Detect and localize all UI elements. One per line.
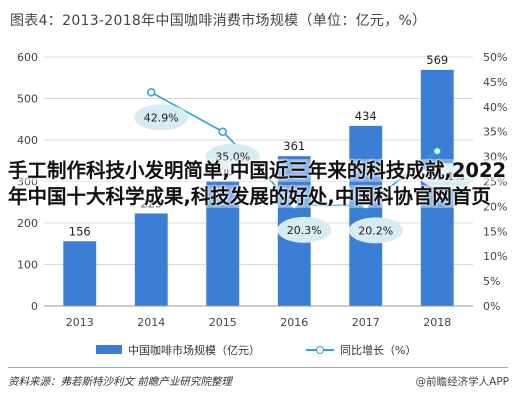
- growth-label-bubble: [205, 143, 260, 170]
- bar-value-label: 569: [426, 53, 448, 67]
- y-right-tick-label: 40%: [483, 101, 507, 114]
- growth-value-label: 20.2%: [358, 224, 393, 237]
- growth-label-bubble: [420, 163, 475, 190]
- axes: 0 100 200 300 400 500 600 0% 5% 10% 15% 20% 25% 30% 35…: [17, 51, 507, 329]
- growth-value-label: 35.0%: [215, 151, 250, 164]
- legend-bar-label: 中国咖啡市场规模（亿元）: [128, 344, 260, 357]
- chart-title: 图表4：2013-2018年中国咖啡消费市场规模（单位：亿元，%）: [10, 13, 427, 29]
- overlay-text: 手工制作科技小发明简单,中国近三年来的科技成就,2022年中国十大科学成果,科技…: [8, 159, 507, 208]
- y-left-tick-label: 600: [17, 51, 38, 64]
- line-point: [218, 127, 227, 136]
- bar: [63, 241, 97, 306]
- source-note: 资料来源：弗若斯特沙利文 前瞻产业研究院整理: [8, 376, 232, 388]
- y-right-tick-label: 0%: [483, 300, 500, 313]
- bar: [206, 181, 240, 306]
- brand-credit: @前瞻经济学人APP: [415, 376, 509, 388]
- growth-label-bubble: [348, 217, 403, 244]
- legend-line-label: 同比增长（%）: [340, 344, 417, 357]
- growth-value-label: 42.9%: [144, 111, 179, 124]
- bar-value-label: 434: [355, 109, 377, 123]
- growth-value-label: 31.1%: [430, 170, 465, 183]
- y-left-tick-label: 300: [17, 176, 38, 189]
- y-right-tick-label: 45%: [483, 76, 507, 89]
- y-right-tick-label: 20%: [483, 200, 507, 213]
- bar: [134, 213, 168, 306]
- bar-value-label: 223: [140, 196, 162, 210]
- bar: [349, 125, 383, 306]
- y-right-tick-label: 15%: [483, 225, 507, 238]
- growth-label-bubble: [134, 104, 189, 131]
- y-left-tick-label: 500: [17, 93, 38, 106]
- x-tick-label: 2013: [66, 316, 94, 329]
- y-right-tick-label: 30%: [483, 151, 507, 164]
- legend-line-marker: [316, 346, 324, 354]
- growth-value-label: 20.3%: [287, 224, 322, 237]
- line-point: [147, 88, 156, 97]
- y-left-tick-label: 0: [31, 300, 38, 313]
- x-tick-label: 2017: [352, 316, 380, 329]
- legend: 中国咖啡市场规模（亿元） 同比增长（%）: [0, 338, 517, 362]
- chart-svg: 156 223 300 361 434 569 42.9% 35.0% 20.3% 20.2% 31…: [17, 51, 507, 329]
- line-point: [290, 200, 299, 210]
- y-right-tick-label: 25%: [483, 176, 507, 189]
- line-point: [361, 201, 370, 210]
- y-right-tick-label: 35%: [483, 126, 507, 139]
- y-left-tick-label: 400: [17, 134, 38, 147]
- growth-label-bubble: [277, 216, 332, 243]
- y-right-tick-label: 5%: [483, 275, 500, 288]
- overlay-caption: 手工制作科技小发明简单,中国近三年来的科技成就,2022年中国十大科学成果,科技…: [8, 158, 513, 210]
- bar-value-label: 156: [69, 224, 91, 238]
- x-tick-label: 2015: [209, 316, 237, 329]
- legend-bar-swatch: [96, 345, 122, 354]
- y-right-tick-label: 10%: [483, 250, 507, 263]
- footer-divider: [8, 367, 508, 368]
- line-point: [433, 146, 442, 156]
- bar-value-label: 361: [283, 139, 305, 153]
- x-tick-label: 2016: [280, 316, 308, 329]
- line-series: [147, 88, 442, 210]
- x-tick-label: 2018: [423, 316, 451, 329]
- x-tick-label: 2014: [137, 316, 165, 329]
- y-left-tick-label: 100: [17, 259, 38, 272]
- y-right-tick-label: 50%: [483, 51, 507, 64]
- y-left-tick-label: 200: [17, 217, 38, 230]
